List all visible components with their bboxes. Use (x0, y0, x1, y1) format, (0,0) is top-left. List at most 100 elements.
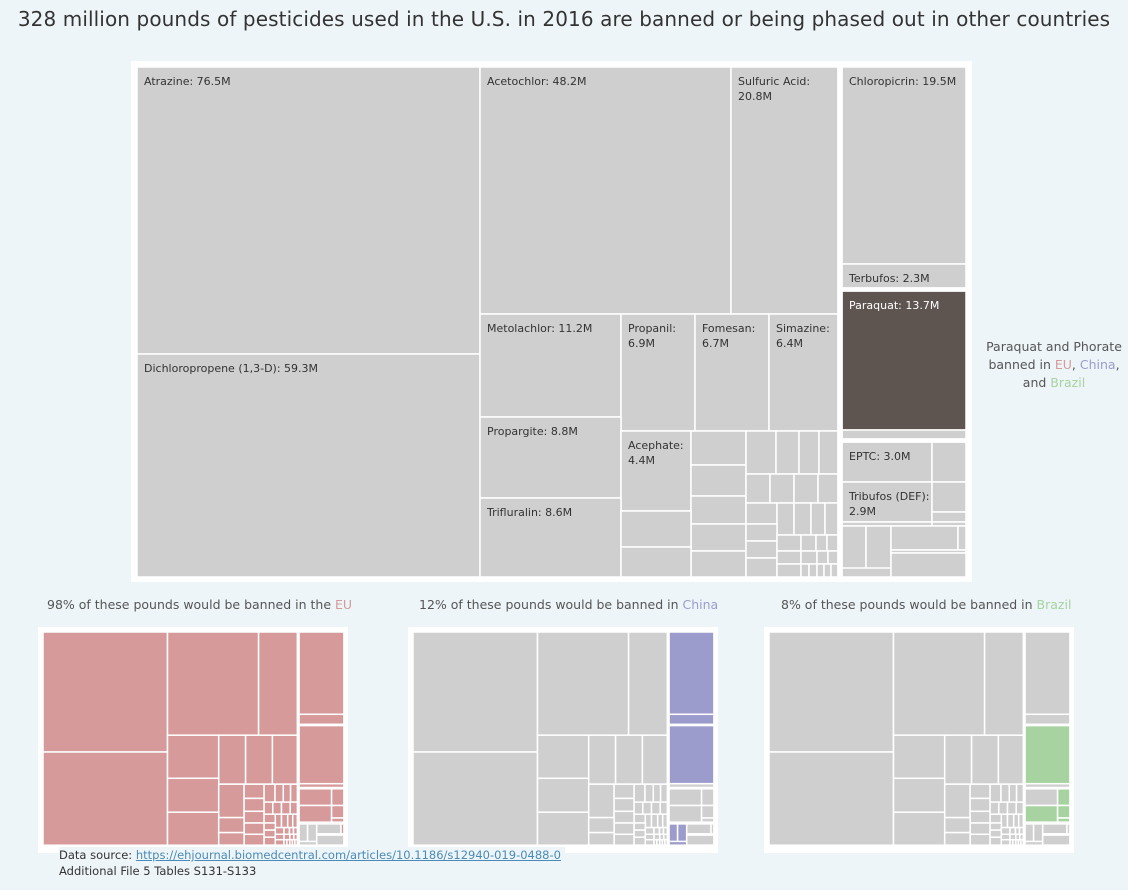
mini-cell (217, 831, 245, 846)
mini-cell (943, 783, 971, 819)
mini-cell (641, 734, 669, 785)
mini-cell (644, 833, 655, 841)
cell-minor (841, 429, 967, 440)
cell-minor (769, 473, 795, 504)
mini-cell (892, 777, 946, 813)
cell-minor (776, 550, 802, 565)
eu-subtitle: 98% of these pounds would be banned in t… (47, 597, 352, 612)
mini-cell (166, 734, 220, 780)
brazil-treemap (764, 627, 1074, 853)
mini-cell (633, 801, 644, 815)
mini-cell (217, 783, 245, 819)
cell-label: Acetochlor: 48.2M (487, 75, 587, 88)
mini-cell (166, 631, 260, 736)
mini-cell (263, 783, 276, 803)
mini-cell (983, 631, 1025, 736)
cell-minor (817, 473, 839, 504)
mini-cell (1006, 813, 1015, 829)
mini-cell (659, 801, 669, 815)
mini-cell (668, 713, 715, 726)
column-separator (837, 66, 843, 578)
mini-cell (263, 829, 277, 838)
cell-minor (931, 481, 967, 513)
china-subtitle-country: China (682, 597, 719, 612)
mini-cell (989, 836, 1003, 846)
mini-cell (644, 783, 655, 803)
mini-cell (280, 813, 289, 829)
mini-cell (892, 811, 946, 846)
mini-cell (315, 834, 345, 846)
mini-cell (892, 734, 946, 780)
source-line2: Additional File 5 Tables S131-S133 (59, 864, 257, 878)
mini-cell (659, 783, 669, 803)
mini-cell (587, 816, 615, 834)
mini-cell (685, 834, 715, 846)
cell-minor (818, 430, 839, 475)
cell-label: Simazine: 6.4M (776, 322, 830, 350)
cell-minor (775, 430, 800, 475)
cell-minor (815, 534, 828, 552)
china-subtitle-text: 12% of these pounds would be banned in (419, 597, 683, 612)
mini-cell (1024, 788, 1059, 807)
cell-minor (690, 523, 747, 552)
cell-label: Chloropicrin: 19.5M (849, 75, 956, 88)
mini-cell (289, 783, 299, 803)
cell-minor (620, 510, 692, 548)
mini-cell (536, 734, 590, 780)
mini-cell (943, 816, 971, 834)
cell-minor (745, 430, 777, 475)
chart-title: 328 million pounds of pesticides used in… (17, 7, 1111, 31)
row-separator (841, 438, 967, 443)
cell-minor (957, 525, 967, 551)
cell-propanil (620, 313, 696, 432)
mini-cell (244, 734, 274, 785)
mini-cell (969, 822, 991, 836)
cell-minor (800, 534, 817, 552)
cell-minor (810, 502, 826, 536)
mini-cell (633, 822, 647, 831)
mini-cell (668, 631, 715, 716)
mini-cell (1041, 834, 1071, 846)
mini-cell (633, 836, 647, 846)
cell-minor (798, 430, 820, 475)
mini-cell (243, 797, 265, 813)
mini-cell (298, 840, 318, 846)
source-link[interactable]: https://ehjournal.biomedcentral.com/arti… (135, 848, 561, 862)
china-treemap (408, 627, 718, 853)
mini-cell (768, 631, 895, 753)
note-brazil: Brazil (1050, 375, 1086, 390)
mini-cell (217, 816, 245, 834)
mini-cell (243, 833, 265, 846)
brazil-subtitle-country: Brazil (1036, 597, 1072, 612)
cell-label: Atrazine: 76.5M (144, 75, 231, 88)
cell-minor (690, 550, 747, 578)
mini-cell (650, 813, 659, 829)
cell-minor (808, 563, 818, 578)
mini-cell (1000, 813, 1009, 829)
mini-cell (989, 829, 1003, 838)
mini-cell (330, 788, 345, 807)
cell-minor (816, 563, 825, 578)
mini-cell (668, 724, 715, 785)
mini-cell (536, 811, 590, 846)
cell-minor (745, 473, 771, 504)
mini-cell (243, 822, 265, 836)
mini-cell (42, 751, 169, 846)
mini-cell (298, 782, 345, 789)
cell-minor (931, 441, 967, 483)
mini-cell (274, 826, 285, 836)
brazil-subtitle: 8% of these pounds would be banned in Br… (781, 597, 1071, 612)
mini-cell (298, 631, 345, 716)
mini-cell (536, 631, 630, 736)
mini-cell (315, 823, 342, 835)
mini-cell (298, 713, 345, 726)
column-separator (666, 631, 670, 846)
mini-cell (997, 734, 1025, 785)
mini-cell (166, 811, 220, 846)
mini-cell (969, 783, 991, 800)
mini-cell (272, 801, 283, 815)
mini-cell (644, 826, 655, 836)
mini-cell (1024, 804, 1059, 823)
mini-cell (587, 831, 615, 846)
